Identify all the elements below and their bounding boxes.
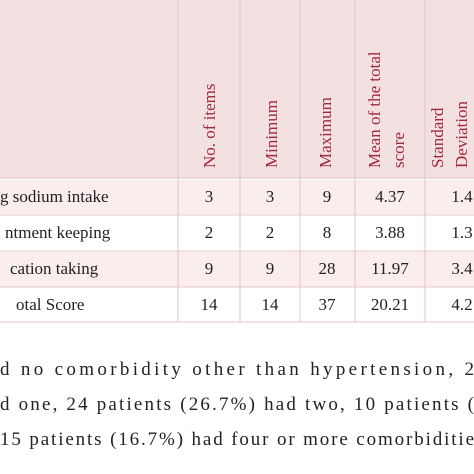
column-header: No. of items	[200, 83, 219, 168]
cell-value: 2	[266, 223, 275, 242]
cell-value: 3	[266, 187, 275, 206]
row-label: otal Score	[16, 295, 84, 314]
column-header: Minimum	[262, 100, 281, 168]
cell-value: 9	[205, 259, 214, 278]
cell-value: 3	[205, 187, 214, 206]
column-header: Deviation	[452, 100, 471, 168]
cell-value: 2	[205, 223, 214, 242]
cell-value: 9	[323, 187, 332, 206]
cell-value: 3.88	[375, 223, 405, 242]
row-label: cation taking	[10, 259, 99, 278]
column-header: Standard	[428, 107, 447, 168]
cell-value: 3.4	[451, 259, 473, 278]
paragraph-line: d no comorbidity other than hypertension…	[0, 359, 474, 380]
cell-value: 1.4	[451, 187, 473, 206]
cell-value: 8	[323, 223, 332, 242]
row-label: g sodium intake	[0, 187, 109, 206]
row-bg	[0, 180, 474, 214]
cell-value: 28	[319, 259, 336, 278]
cell-value: 11.97	[371, 259, 409, 278]
paragraph-line: 15 patients (16.7%) had four or more com…	[0, 429, 474, 450]
column-header: score	[389, 132, 408, 168]
cell-value: 14	[262, 295, 280, 314]
header-bg	[0, 0, 474, 178]
cell-value: 1.3	[451, 223, 472, 242]
column-header: Mean of the total	[365, 51, 384, 168]
row-label: ntment keeping	[5, 223, 111, 242]
cell-value: 9	[266, 259, 275, 278]
paragraph-line: d one, 24 patients (26.7%) had two, 10 p…	[0, 394, 474, 415]
cell-value: 20.21	[371, 295, 409, 314]
row-bg	[0, 252, 474, 287]
cell-value: 4.37	[375, 187, 405, 206]
cell-value: 4.2	[451, 295, 472, 314]
cell-value: 37	[319, 295, 337, 314]
cell-value: 14	[201, 295, 219, 314]
column-header: Maximum	[316, 97, 335, 168]
